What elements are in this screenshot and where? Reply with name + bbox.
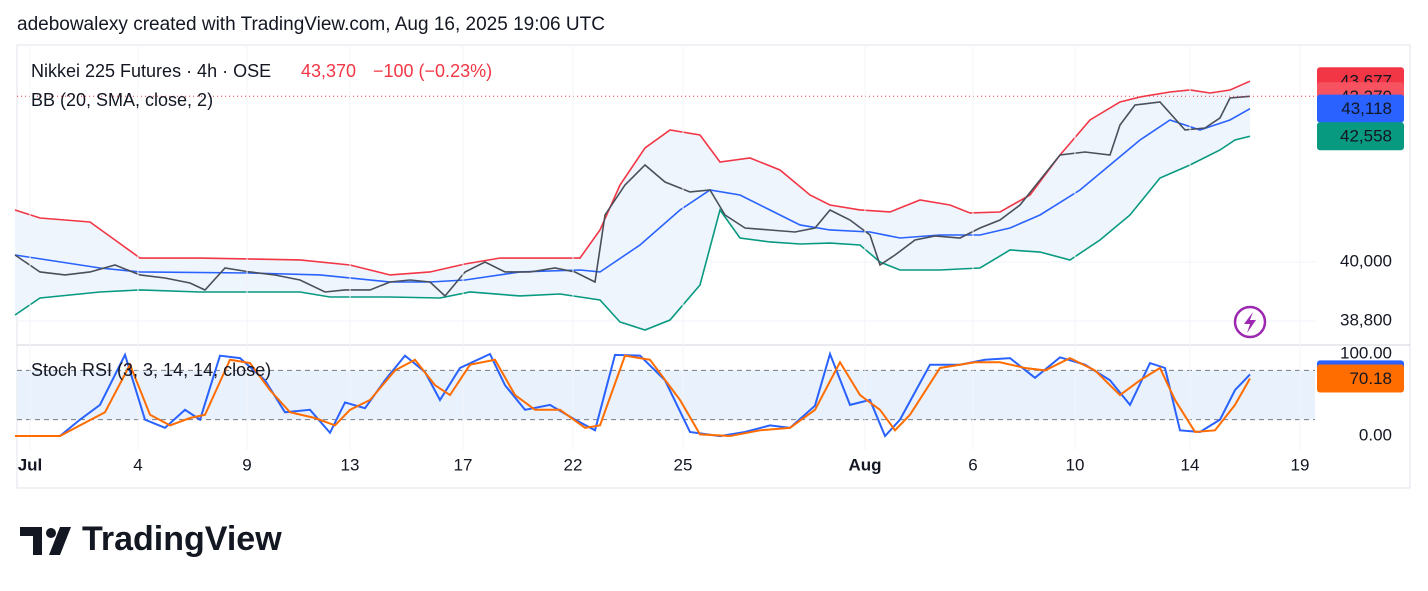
header: adebowalexy created with TradingView.com…	[17, 14, 605, 35]
x-tick-label: Jul	[18, 455, 43, 474]
x-tick-label: 19	[1291, 455, 1310, 474]
y-tick-label: 0.00	[1359, 426, 1392, 445]
x-tick-label: 10	[1066, 455, 1085, 474]
series-line	[14, 80, 1251, 276]
logo-icon	[20, 527, 71, 555]
x-tick-label: 4	[133, 455, 142, 474]
logo-text: TradingView	[82, 520, 282, 558]
price-marker	[1317, 364, 1404, 393]
x-tick-label: 13	[341, 455, 360, 474]
level-band	[17, 370, 1315, 420]
price-marker-label: 43,118	[1341, 99, 1392, 118]
lightning-icon	[1233, 305, 1267, 339]
plot: 38,80040,00043,67743,37043,11842,558100.…	[14, 45, 1404, 474]
price-marker	[1317, 122, 1404, 151]
price-marker-label: 42,558	[1340, 127, 1392, 146]
last-price: 43,370	[301, 61, 356, 81]
x-tick-label: 14	[1181, 455, 1200, 474]
series-line	[14, 135, 1251, 331]
band-fill	[15, 81, 1250, 331]
y-tick-label: 100.00	[1340, 344, 1392, 363]
price-marker-label: 70.18	[1349, 369, 1392, 388]
y-tick-label: 40,000	[1340, 251, 1392, 270]
x-tick-label: 25	[674, 455, 693, 474]
price-marker	[1317, 94, 1404, 123]
stoch-title: Stoch RSI (3, 3, 14, 14, close)	[31, 360, 271, 380]
symbol-title: Nikkei 225 Futures · 4h · OSE	[31, 61, 271, 81]
indicator-title: BB (20, SMA, close, 2)	[31, 90, 213, 110]
x-tick-label: 6	[968, 455, 977, 474]
series-line	[15, 354, 1251, 438]
x-tick-label: 22	[564, 455, 583, 474]
price-change: −100 (−0.23%)	[373, 61, 492, 81]
x-tick-label: Aug	[848, 455, 881, 474]
x-tick-label: 9	[242, 455, 251, 474]
x-tick-label: 17	[454, 455, 473, 474]
series-line	[14, 95, 1251, 298]
y-tick-label: 38,800	[1340, 310, 1392, 329]
